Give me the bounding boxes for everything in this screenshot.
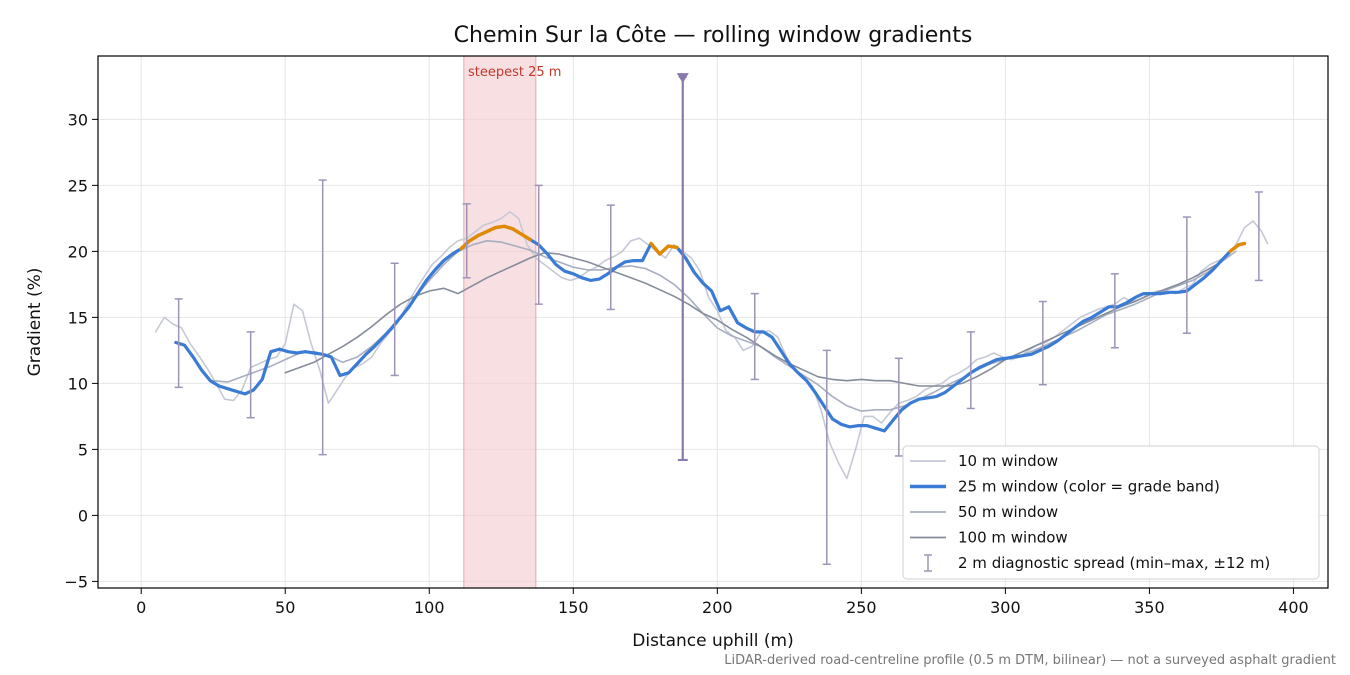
y-tick-label: 25 [68, 176, 88, 195]
legend-item-w10: 10 m window [910, 452, 1058, 470]
x-tick-label: 400 [1278, 598, 1309, 617]
errorbar [966, 331, 975, 410]
series-line-w10 [154, 211, 1269, 480]
errorbar [1182, 216, 1191, 334]
legend: 10 m window 25 m window (color = grade ba… [902, 445, 1320, 580]
x-tick-label: 350 [1134, 598, 1165, 617]
chart-title: Chemin Sur la Côte — rolling window grad… [454, 23, 973, 48]
x-axis-label: Distance uphill (m) [632, 631, 793, 651]
footnote: LiDAR-derived road-centreline profile (0… [724, 653, 1336, 668]
y-tick-label: 5 [78, 440, 88, 459]
errorbar [1038, 300, 1047, 386]
errorbar [822, 349, 831, 565]
legend-item-w50: 50 m window [910, 503, 1058, 521]
errorbar [462, 203, 471, 279]
series-line-w25-steep [649, 241, 679, 256]
legend-item-w100: 100 m window [910, 529, 1068, 547]
y-ticks: −5 0 5 10 15 20 25 30 [64, 110, 98, 591]
series-line-w100 [284, 251, 1223, 387]
x-tick-label: 100 [414, 598, 445, 617]
errorbar [606, 204, 615, 311]
legend-label: 25 m window (color = grade band) [958, 478, 1220, 496]
x-tick-label: 150 [558, 598, 589, 617]
legend-box [902, 445, 1320, 580]
series-line-w25-steep [459, 224, 532, 251]
x-tick-label: 50 [275, 598, 295, 617]
y-axis-label: Gradient (%) [25, 268, 45, 377]
errorbar [246, 331, 255, 419]
x-tick-label: 0 [136, 598, 146, 617]
spike-triangle [676, 73, 689, 84]
steepest-span [463, 55, 537, 589]
legend-label: 10 m window [958, 452, 1058, 470]
legend-item-err: 2 m diagnostic spread (min–max, ±12 m) [924, 554, 1270, 572]
steepest-label: steepest 25 m [468, 65, 561, 80]
plot-frame [97, 55, 1329, 589]
y-tick-label: 15 [68, 308, 88, 327]
y-tick-label: 10 [68, 374, 88, 393]
errorbar [534, 184, 543, 305]
errorbar [750, 292, 759, 381]
x-tick-label: 250 [846, 598, 877, 617]
legend-label: 50 m window [958, 503, 1058, 521]
y-tick-label: 20 [68, 242, 88, 261]
series-lines [154, 211, 1269, 480]
errorbar [1254, 191, 1263, 282]
series-line-w25-steep [1228, 241, 1247, 254]
legend-item-w25: 25 m window (color = grade band) [910, 478, 1220, 496]
errorbar [174, 298, 183, 389]
y-tick-label: 30 [68, 110, 88, 129]
errorbar [318, 179, 327, 456]
x-tick-label: 200 [702, 598, 733, 617]
spike-marker [676, 73, 689, 461]
y-tick-label: 0 [78, 506, 88, 525]
errorbar [390, 262, 399, 377]
errorbar [1110, 273, 1119, 349]
errorbar [894, 357, 903, 457]
y-tick-label: −5 [64, 572, 88, 591]
x-tick-label: 300 [990, 598, 1021, 617]
legend-label: 100 m window [958, 529, 1068, 547]
steepest-band [463, 55, 537, 589]
x-ticks: 0 50 100 150 200 250 300 350 400 [136, 588, 1309, 617]
series-line-w25 [174, 224, 1247, 433]
legend-label: 2 m diagnostic spread (min–max, ±12 m) [958, 554, 1270, 572]
